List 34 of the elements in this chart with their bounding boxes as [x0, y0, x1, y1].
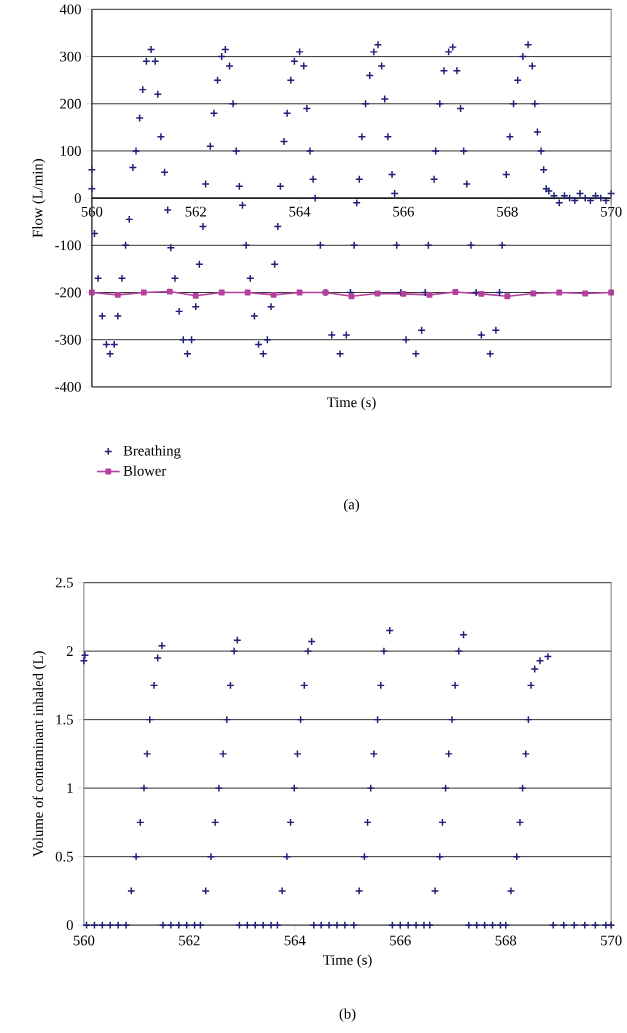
- x-tick-label: 562: [179, 935, 200, 946]
- y-tick-label: 300: [60, 51, 82, 62]
- y-tick-label: 0: [66, 920, 74, 931]
- y-tick-label: 0.5: [55, 851, 74, 862]
- x-tick-label: 562: [185, 206, 207, 217]
- x-tick-label: 568: [495, 935, 517, 946]
- y-tick-label: 1: [67, 783, 73, 793]
- y-tick-label: -100: [55, 240, 82, 251]
- x-axis-title: Time (s): [327, 396, 376, 411]
- text: (a): [344, 499, 360, 513]
- y-tick-label: 100: [61, 146, 82, 156]
- y-tick-label: -400: [55, 381, 82, 392]
- x-tick-label: 560: [73, 935, 95, 946]
- x-tick-label: 564: [289, 206, 311, 217]
- y-tick-label: -300: [55, 334, 82, 345]
- y-tick-label: -200: [55, 287, 82, 298]
- y-tick-label: 2: [67, 646, 73, 656]
- y-tick-label: 1.5: [56, 714, 74, 725]
- text: (b): [339, 1008, 356, 1022]
- x-axis-title: Time (s): [323, 954, 372, 968]
- y-axis-title: Volume of contaminant inhaled (L): [32, 651, 47, 857]
- y-tick-label: 2.5: [56, 577, 74, 588]
- x-tick-label: 570: [601, 206, 622, 217]
- y-tick-label: 400: [60, 4, 82, 15]
- legend-label: Breathing: [123, 445, 181, 459]
- y-axis-title: Flow (L/min): [32, 159, 46, 238]
- x-tick-label: 568: [497, 206, 518, 217]
- legend-label: Blower: [123, 465, 167, 476]
- y-tick-label: 200: [60, 98, 82, 109]
- x-tick-label: 566: [393, 206, 415, 217]
- y-tick-label: 0: [74, 193, 82, 204]
- x-tick-label: 564: [284, 935, 306, 946]
- x-tick-label: 566: [390, 935, 412, 946]
- x-tick-label: 570: [601, 935, 622, 946]
